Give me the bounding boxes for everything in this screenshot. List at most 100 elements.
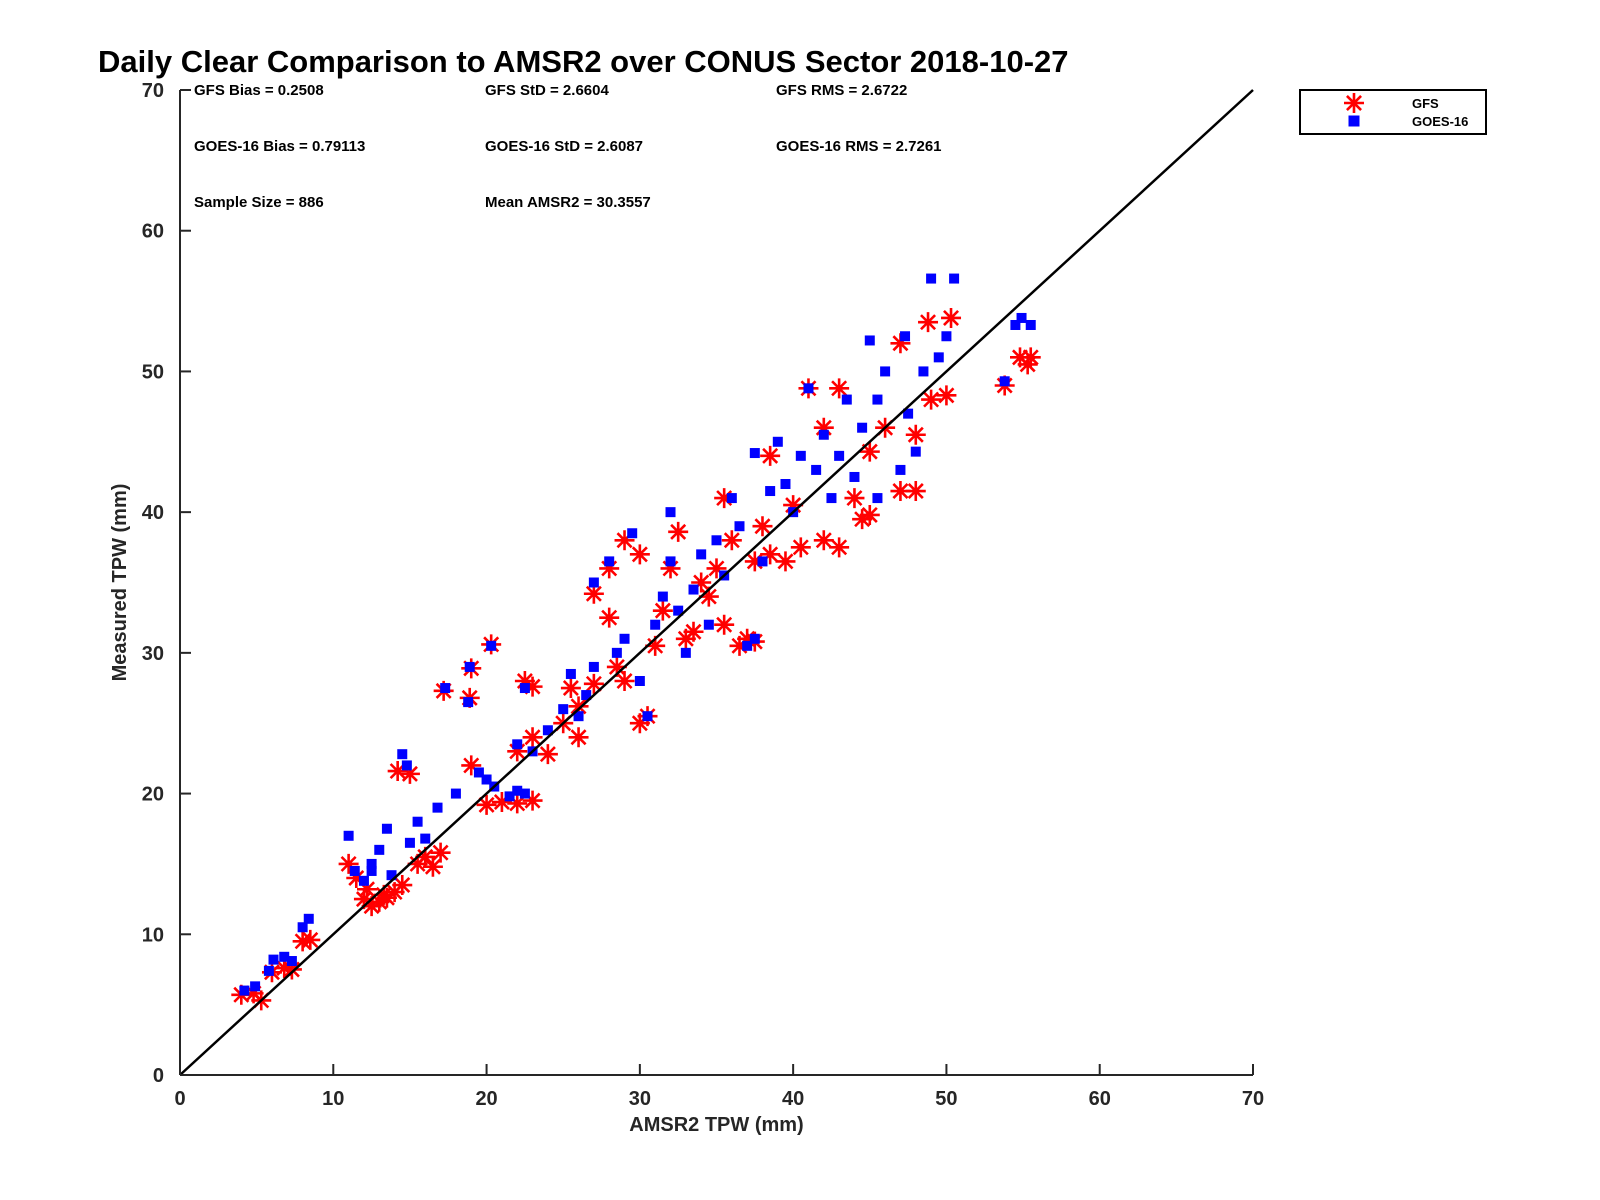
goes-16-point bbox=[811, 464, 822, 475]
goes-16-point bbox=[742, 640, 753, 651]
goes-16-point bbox=[772, 436, 783, 447]
goes-16-point bbox=[918, 366, 929, 377]
gfs-point-shape bbox=[614, 671, 635, 691]
stat-text: GFS StD = 2.6604 bbox=[485, 82, 609, 99]
goes-16-point bbox=[1016, 312, 1027, 323]
gfs-point bbox=[346, 868, 367, 888]
gfs-point bbox=[645, 635, 666, 656]
gfs-point bbox=[461, 755, 482, 776]
gfs-point-shape bbox=[629, 544, 650, 565]
goes-16-point bbox=[680, 647, 691, 658]
gfs-point-shape bbox=[281, 959, 302, 980]
x-tick-label: 40 bbox=[782, 1088, 804, 1110]
gfs-point-shape bbox=[760, 544, 781, 565]
gfs-point-shape bbox=[243, 983, 264, 1004]
gfs-point bbox=[415, 846, 436, 867]
chart-title: Daily Clear Comparison to AMSR2 over CON… bbox=[98, 44, 1069, 79]
goes-16-point bbox=[999, 376, 1010, 387]
gfs-point-shape bbox=[668, 521, 689, 542]
gfs-point-shape bbox=[918, 312, 939, 333]
x-tick-label: 20 bbox=[475, 1088, 497, 1110]
gfs-point-shape bbox=[507, 741, 528, 762]
gfs-point-shape bbox=[560, 678, 581, 699]
gfs-point bbox=[714, 614, 735, 635]
legend-gfs-label: GFS bbox=[1412, 96, 1439, 111]
goes-16-point bbox=[673, 605, 684, 616]
gfs-point-shape bbox=[790, 537, 811, 558]
gfs-point bbox=[921, 389, 942, 410]
gfs-point bbox=[859, 441, 880, 462]
gfs-point bbox=[790, 537, 811, 558]
goes-16-point bbox=[486, 640, 497, 651]
gfs-point-shape bbox=[522, 790, 543, 811]
axes: 0 10 20 30 40 50 60 70 0 10 20 30 40 50 60 70 bbox=[142, 80, 1264, 1110]
gfs-point-shape bbox=[629, 713, 650, 734]
gfs-point bbox=[274, 958, 295, 979]
gfs-point-shape bbox=[369, 891, 390, 912]
goes-16-point bbox=[611, 647, 622, 658]
gfs-point bbox=[583, 583, 604, 604]
gfs-point bbox=[660, 558, 681, 579]
legend-box bbox=[1299, 89, 1487, 135]
goes-16-point bbox=[366, 865, 377, 876]
goes-16-point bbox=[481, 774, 492, 785]
gfs-point-shape bbox=[599, 607, 620, 628]
gfs-point bbox=[675, 628, 696, 649]
gfs-point-shape bbox=[729, 635, 750, 656]
legend-gfs-asterisk-shape bbox=[1344, 93, 1364, 113]
y-tick-label: 20 bbox=[142, 784, 164, 806]
gfs-point bbox=[476, 794, 497, 815]
goes-16-point bbox=[464, 661, 475, 672]
gfs-point bbox=[599, 607, 620, 628]
gfs-point bbox=[338, 853, 359, 874]
gfs-point bbox=[357, 879, 378, 900]
goes-16-point bbox=[463, 697, 474, 708]
goes-16-point bbox=[941, 331, 952, 342]
y-tick-label: 40 bbox=[142, 502, 164, 524]
gfs-point-shape bbox=[921, 389, 942, 410]
goes-16-point bbox=[588, 577, 599, 588]
gfs-point bbox=[729, 635, 750, 656]
legend-goes-marker bbox=[1348, 115, 1360, 127]
legend-goes-label: GOES-16 bbox=[1412, 114, 1468, 129]
y-tick-label: 60 bbox=[142, 221, 164, 243]
gfs-point bbox=[890, 333, 911, 354]
gfs-point bbox=[514, 671, 535, 691]
gfs-point-shape bbox=[399, 763, 420, 784]
gfs-point-shape bbox=[384, 882, 405, 903]
y-tick-label: 10 bbox=[142, 924, 164, 946]
gfs-point-shape bbox=[714, 488, 735, 509]
goes-16-point bbox=[303, 913, 314, 924]
gfs-point bbox=[292, 931, 313, 952]
gfs-point-shape bbox=[890, 333, 911, 354]
gfs-point-shape bbox=[361, 896, 382, 917]
goes-16-point bbox=[900, 331, 911, 342]
gfs-point-shape bbox=[415, 846, 436, 867]
goes-16-point bbox=[1010, 319, 1021, 330]
goes-16-point bbox=[657, 591, 668, 602]
goes-16-point bbox=[841, 394, 852, 405]
gfs-point bbox=[422, 856, 443, 877]
gfs-point bbox=[813, 417, 834, 438]
gfs-point-shape bbox=[387, 761, 408, 782]
legend: GFS GOES-16 bbox=[1299, 89, 1487, 135]
goes-16-point bbox=[872, 394, 883, 405]
gfs-point bbox=[668, 521, 689, 542]
gfs-point-shape bbox=[274, 958, 295, 979]
gfs-point bbox=[369, 891, 390, 912]
goes-16-point bbox=[765, 486, 776, 497]
goes-16-point bbox=[286, 956, 297, 967]
gfs-point-shape bbox=[721, 530, 742, 551]
gfs-point bbox=[714, 488, 735, 509]
goes-16-point bbox=[734, 521, 745, 532]
gfs-point bbox=[243, 983, 264, 1004]
gfs-point bbox=[281, 959, 302, 980]
x-tick-label: 50 bbox=[935, 1088, 957, 1110]
stat-text: Sample Size = 886 bbox=[194, 194, 324, 211]
gfs-point bbox=[387, 761, 408, 782]
x-tick-label: 60 bbox=[1089, 1088, 1111, 1110]
gfs-point-shape bbox=[537, 744, 558, 765]
goes-16-point bbox=[834, 450, 845, 461]
gfs-point-shape bbox=[829, 378, 850, 399]
gfs-point-shape bbox=[905, 481, 926, 502]
